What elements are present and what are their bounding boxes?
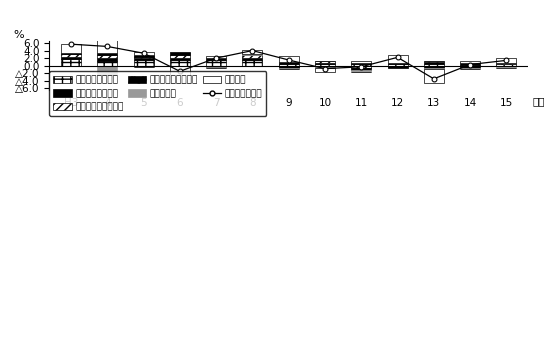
Bar: [351, 68, 371, 70]
Bar: [206, 60, 226, 66]
Bar: [206, 67, 226, 68]
Bar: [460, 66, 480, 67]
Bar: [242, 54, 263, 55]
Bar: [134, 56, 153, 57]
Bar: [388, 63, 408, 64]
Bar: [206, 56, 226, 58]
Bar: [134, 52, 153, 56]
Bar: [279, 68, 298, 69]
Bar: [61, 57, 81, 59]
Bar: [279, 64, 298, 66]
Text: 年度: 年度: [533, 96, 545, 106]
Bar: [170, 60, 190, 66]
Bar: [170, 58, 190, 60]
Bar: [496, 66, 516, 67]
Bar: [460, 64, 480, 66]
Bar: [279, 56, 298, 62]
Bar: [351, 70, 371, 72]
Bar: [388, 67, 408, 68]
Bar: [496, 58, 516, 63]
Bar: [134, 57, 153, 58]
Bar: [351, 61, 371, 63]
Bar: [97, 61, 117, 66]
Bar: [351, 63, 371, 64]
Bar: [206, 58, 226, 60]
Bar: [315, 66, 335, 67]
Bar: [97, 55, 117, 58]
Bar: [460, 67, 480, 68]
Bar: [242, 55, 263, 58]
Bar: [424, 68, 444, 69]
Bar: [460, 68, 480, 69]
Bar: [134, 60, 153, 66]
Bar: [206, 66, 226, 67]
Bar: [279, 67, 298, 68]
Bar: [279, 66, 298, 67]
Bar: [315, 61, 335, 63]
Bar: [424, 69, 444, 83]
Bar: [242, 58, 263, 60]
Bar: [424, 62, 444, 64]
Bar: [170, 66, 190, 83]
Bar: [315, 64, 335, 66]
Bar: [424, 66, 444, 68]
Bar: [279, 62, 298, 64]
Bar: [315, 68, 335, 72]
Bar: [496, 67, 516, 68]
Bar: [388, 66, 408, 67]
Bar: [496, 63, 516, 64]
Bar: [351, 64, 371, 66]
Bar: [61, 44, 81, 53]
Bar: [315, 63, 335, 64]
Bar: [242, 66, 263, 67]
Bar: [242, 50, 263, 54]
Bar: [315, 67, 335, 68]
Bar: [61, 59, 81, 66]
Bar: [388, 55, 408, 63]
Bar: [97, 58, 117, 61]
Bar: [170, 55, 190, 58]
Bar: [97, 53, 117, 55]
Bar: [61, 53, 81, 54]
Bar: [170, 52, 190, 55]
Bar: [134, 58, 153, 60]
Bar: [97, 37, 117, 53]
Bar: [388, 64, 408, 66]
Bar: [460, 61, 480, 63]
Bar: [61, 54, 81, 57]
Bar: [242, 60, 263, 66]
Bar: [496, 64, 516, 66]
Bar: [424, 64, 444, 66]
Bar: [97, 66, 117, 75]
Bar: [134, 66, 153, 67]
Legend: 民間最終消費支出, 政府最終消費支出, 民間総固定資本形成, 公的総固定資本形成, 在庫品増加, 純移出等, 名目経済成長率: 民間最終消費支出, 政府最終消費支出, 民間総固定資本形成, 公的総固定資本形成…: [49, 71, 267, 116]
Bar: [460, 63, 480, 64]
Text: %: %: [13, 30, 24, 40]
Bar: [351, 66, 371, 68]
